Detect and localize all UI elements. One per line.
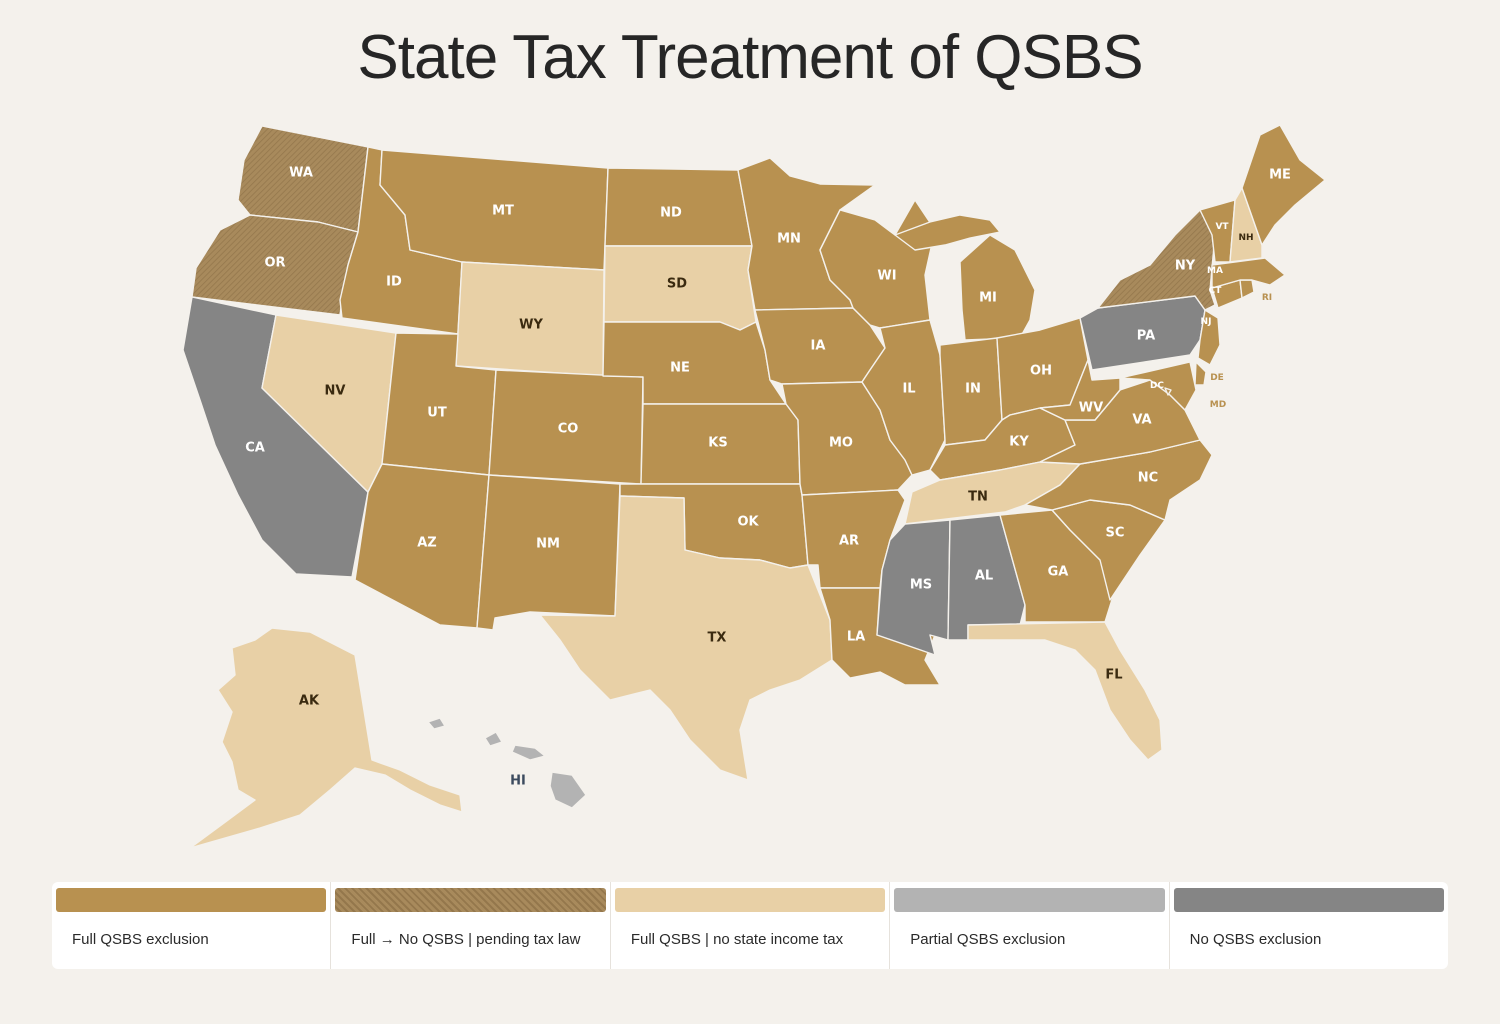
state-label-vt: VT [1215,222,1229,232]
state-label-ny: NY [1175,259,1196,274]
hi-oahu [484,731,503,747]
state-label-il: IL [902,382,915,397]
legend-swatch-no-income-tax [614,888,886,912]
state-label-mt: MT [492,204,514,219]
state-label-wi: WI [877,269,896,284]
state-hi[interactable] [427,717,587,809]
state-label-nh: NH [1238,233,1253,243]
legend-item-none: No QSBS exclusion [1168,882,1448,969]
state-label-nm: NM [536,537,560,552]
state-wv[interactable] [1039,359,1121,421]
legend-item-no-income-tax: Full QSBS | no state income tax [609,882,889,969]
state-label-mn: MN [777,232,801,247]
state-fl[interactable] [967,621,1163,761]
state-me[interactable] [1241,124,1326,246]
state-label-ok: OK [737,515,759,530]
state-label-pa: PA [1137,329,1155,344]
state-ri[interactable] [1239,279,1255,299]
legend-label-none: No QSBS exclusion [1189,931,1322,948]
state-label-la: LA [847,630,865,645]
state-label-sc: SC [1106,526,1125,541]
state-ak[interactable] [189,627,463,849]
state-label-ut: UT [427,406,447,421]
state-nh[interactable] [1229,187,1263,263]
state-label-sd: SD [667,277,687,292]
state-label-id: ID [386,275,402,290]
state-label-nd: ND [660,206,682,221]
map-title: State Tax Treatment of QSBS [357,23,1143,92]
state-mi[interactable] [959,234,1036,341]
state-label-co: CO [558,422,579,437]
state-label-in: IN [965,382,981,397]
state-label-al: AL [975,569,993,584]
legend-swatch-pending [335,888,606,912]
state-label-va: VA [1132,413,1151,428]
legend-label-full: Full QSBS exclusion [72,931,209,948]
state-dc[interactable] [1164,387,1172,396]
state-label-ma: MA [1207,266,1223,276]
state-label-ca: CA [245,441,265,456]
state-mi-upper[interactable] [894,214,1001,251]
state-label-nc: NC [1138,471,1158,486]
state-label-md: MD [1210,400,1226,410]
state-vt[interactable] [1199,199,1236,263]
legend-swatch-none [1173,888,1445,912]
state-label-ky: KY [1009,435,1029,450]
state-label-me: ME [1269,168,1291,183]
state-label-mi: MI [979,291,997,306]
state-ma[interactable] [1211,257,1286,289]
state-de[interactable] [1194,361,1207,386]
state-ny[interactable] [1097,209,1216,311]
legend-label-no-income-tax: Full QSBS | no state income tax [630,931,844,948]
legend-label-pending: Full → No QSBS | pending tax law [351,931,581,948]
state-label-wv: WV [1079,401,1103,416]
state-label-ne: NE [670,361,690,376]
state-label-ri: RI [1262,293,1272,303]
state-label-hi: HI [510,774,526,789]
legend-item-full: Full QSBS exclusion [52,882,330,969]
state-label-ks: KS [708,436,727,451]
hi-maui [511,744,546,761]
state-label-az: AZ [417,536,437,551]
state-label-ct: CT [1209,286,1223,296]
legend-label-partial: Partial QSBS exclusion [910,931,1066,948]
state-label-ak: AK [299,694,320,709]
state-label-de: DE [1210,373,1224,383]
legend-item-pending: Full → No QSBS | pending tax law [330,882,609,969]
state-label-dc: DC [1150,381,1164,391]
legend-item-partial: Partial QSBS exclusion [889,882,1168,969]
state-label-oh: OH [1030,364,1052,379]
hi-big-island [549,771,587,809]
state-md[interactable] [1119,361,1197,411]
state-label-tn: TN [968,490,988,505]
legend-swatch-full [56,888,327,912]
state-nj[interactable] [1197,309,1221,366]
state-label-or: OR [264,256,285,271]
state-label-ar: AR [839,534,859,549]
legend: Full QSBS exclusion Full → No QSBS | pen… [52,882,1448,969]
state-label-ga: GA [1048,565,1069,580]
us-state-map: WA OR CA NV ID MT WY UT AZ CO NM ND SD NE KS OK TX MN IA MO… [182,124,1326,849]
state-label-mo: MO [829,436,853,451]
state-label-wy: WY [519,318,543,333]
state-nm[interactable] [476,474,621,631]
state-label-fl: FL [1105,668,1122,683]
state-tx[interactable] [539,495,833,781]
state-label-nj: NJ [1201,317,1212,327]
state-label-ia: IA [811,339,826,354]
state-label-tx: TX [708,631,727,646]
legend-swatch-partial [894,888,1165,912]
state-label-nv: NV [325,384,346,399]
state-label-ms: MS [910,578,932,593]
state-label-wa: WA [289,166,313,181]
